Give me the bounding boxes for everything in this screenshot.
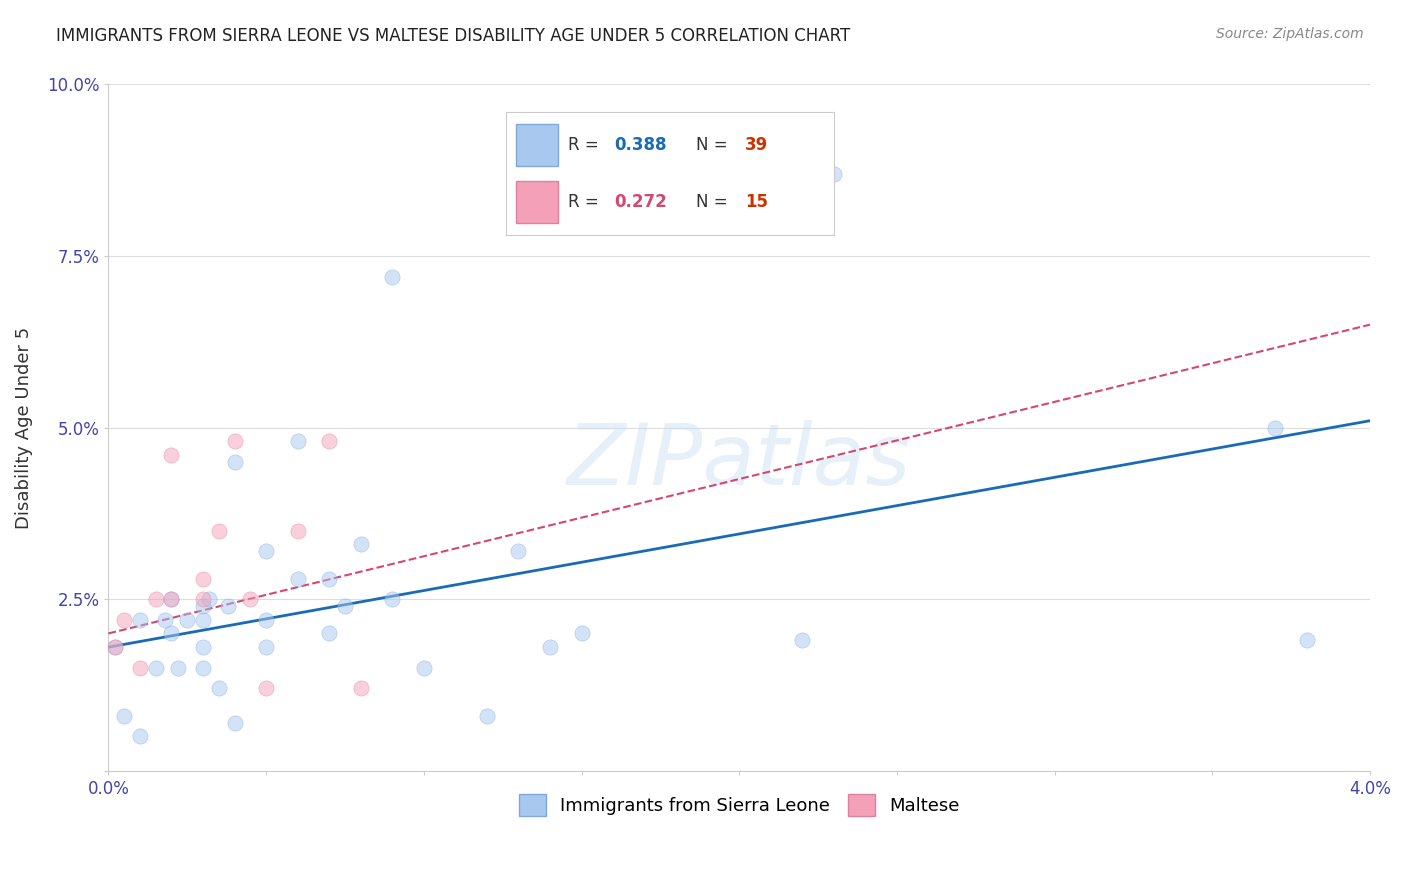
Point: [208, 524, 231, 538]
Point: [254, 640, 277, 655]
Point: [129, 730, 152, 744]
Point: [318, 434, 340, 449]
Point: [239, 592, 262, 607]
Point: [176, 613, 198, 627]
Point: [191, 599, 214, 613]
Point: [823, 167, 845, 181]
Point: [254, 681, 277, 696]
Point: [538, 640, 561, 655]
Text: Source: ZipAtlas.com: Source: ZipAtlas.com: [1216, 27, 1364, 41]
Point: [191, 592, 214, 607]
Point: [254, 613, 277, 627]
Point: [571, 626, 593, 640]
Point: [224, 715, 246, 730]
Point: [112, 708, 135, 723]
Text: ZIPatlas: ZIPatlas: [567, 420, 911, 503]
Point: [254, 544, 277, 558]
Point: [145, 592, 167, 607]
Point: [1264, 420, 1286, 434]
Point: [198, 592, 221, 607]
Point: [350, 537, 373, 551]
Point: [166, 661, 188, 675]
Point: [129, 613, 152, 627]
Point: [1296, 633, 1319, 648]
Point: [508, 544, 530, 558]
Point: [160, 592, 183, 607]
Y-axis label: Disability Age Under 5: Disability Age Under 5: [15, 326, 32, 529]
Point: [350, 681, 373, 696]
Point: [160, 592, 183, 607]
Legend: Immigrants from Sierra Leone, Maltese: Immigrants from Sierra Leone, Maltese: [512, 787, 967, 823]
Point: [112, 613, 135, 627]
Point: [153, 613, 176, 627]
Point: [333, 599, 356, 613]
Point: [217, 599, 239, 613]
Point: [318, 626, 340, 640]
Text: IMMIGRANTS FROM SIERRA LEONE VS MALTESE DISABILITY AGE UNDER 5 CORRELATION CHART: IMMIGRANTS FROM SIERRA LEONE VS MALTESE …: [56, 27, 851, 45]
Point: [287, 434, 309, 449]
Point: [224, 434, 246, 449]
Point: [104, 640, 127, 655]
Point: [191, 640, 214, 655]
Point: [160, 626, 183, 640]
Point: [381, 269, 404, 284]
Point: [412, 661, 434, 675]
Point: [381, 592, 404, 607]
Point: [475, 708, 498, 723]
Point: [287, 524, 309, 538]
Point: [191, 661, 214, 675]
Point: [104, 640, 127, 655]
Point: [191, 572, 214, 586]
Point: [792, 633, 814, 648]
Point: [145, 661, 167, 675]
Point: [160, 448, 183, 462]
Point: [129, 661, 152, 675]
Point: [224, 455, 246, 469]
Point: [191, 613, 214, 627]
Point: [208, 681, 231, 696]
Point: [287, 572, 309, 586]
Point: [318, 572, 340, 586]
